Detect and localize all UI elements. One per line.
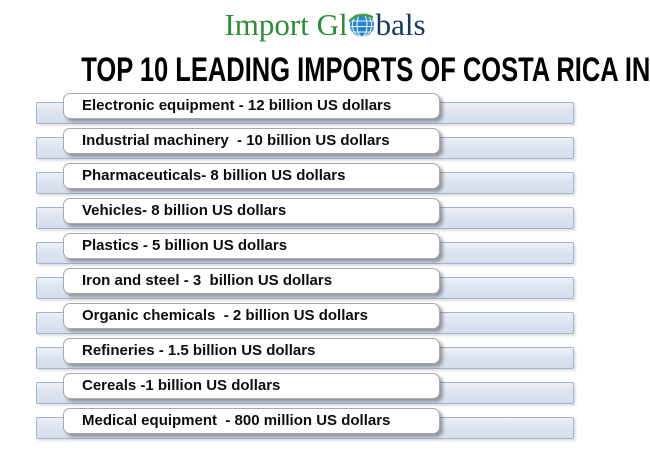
row-label: Iron and steel - 3 billion US dollars (63, 268, 440, 294)
list-item: Vehicles- 8 billion US dollars (36, 198, 574, 229)
list-item: Plastics - 5 billion US dollars (36, 233, 574, 264)
row-label: Pharmaceuticals- 8 billion US dollars (63, 163, 440, 189)
row-label: Organic chemicals - 2 billion US dollars (63, 303, 440, 329)
list-item: Pharmaceuticals- 8 billion US dollars (36, 163, 574, 194)
list-item: Industrial machinery - 10 billion US dol… (36, 128, 574, 159)
row-label: Electronic equipment - 12 billion US dol… (63, 93, 440, 119)
row-label: Cereals -1 billion US dollars (63, 373, 440, 399)
logo-text-right: bals (375, 7, 426, 42)
row-label: Medical equipment - 800 million US dolla… (63, 408, 440, 434)
list-item: Cereals -1 billion US dollars (36, 373, 574, 404)
logo-text-left: Import Gl (224, 7, 348, 42)
page-title: TOP 10 LEADING IMPORTS OF COSTA RICA IN … (81, 51, 650, 89)
row-label: Vehicles- 8 billion US dollars (63, 198, 440, 224)
list-item: Organic chemicals - 2 billion US dollars (36, 303, 574, 334)
list-item: Medical equipment - 800 million US dolla… (36, 408, 574, 439)
list-item: Refineries - 1.5 billion US dollars (36, 338, 574, 369)
row-label: Refineries - 1.5 billion US dollars (63, 338, 440, 364)
list-item: Electronic equipment - 12 billion US dol… (36, 93, 574, 124)
list-item: Iron and steel - 3 billion US dollars (36, 268, 574, 299)
row-label: Industrial machinery - 10 billion US dol… (63, 128, 440, 154)
brand-logo: Import Gl bals (0, 6, 650, 44)
imports-list: Electronic equipment - 12 billion US dol… (36, 93, 574, 443)
globe-icon (347, 9, 375, 38)
row-label: Plastics - 5 billion US dollars (63, 233, 440, 259)
